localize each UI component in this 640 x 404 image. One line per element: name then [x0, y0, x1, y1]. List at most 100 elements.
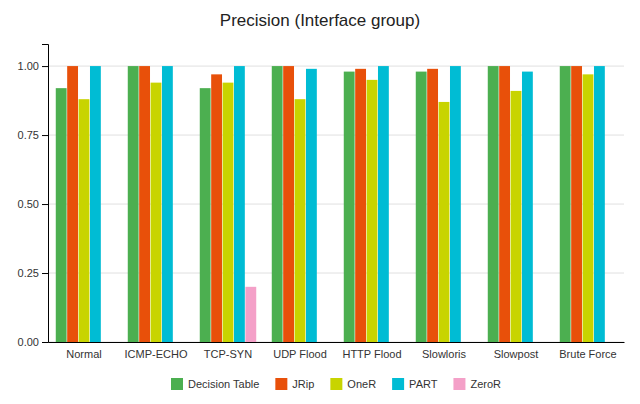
bar	[522, 72, 533, 342]
legend-label: Decision Table	[188, 378, 259, 390]
bar	[416, 72, 427, 342]
x-axis: Normal ICMP-ECHO TCP-SYN UDP Flood HTTP Floo…	[49, 342, 625, 360]
x-tick-label: Normal	[66, 348, 101, 360]
y-tick-mark	[42, 273, 48, 274]
bar	[162, 66, 173, 342]
y-tick-label: 0.50	[18, 198, 39, 210]
x-tick-label: Brute Force	[559, 348, 616, 360]
x-tick: Slowpost	[494, 342, 539, 360]
x-tick: Slowloris	[422, 342, 467, 360]
chart-container: Precision (Interface group) Normal ICMP-EC…	[0, 0, 640, 404]
x-tick: TCP-SYN	[204, 342, 252, 360]
legend: Decision Table JRip OneR PART ZeroR	[171, 378, 501, 390]
bar	[211, 74, 222, 342]
y-axis: 0.00 0.25 0.50 0.75 1.00	[18, 45, 49, 349]
bar	[173, 342, 184, 343]
y-tick-mark	[42, 135, 48, 136]
bar	[151, 83, 162, 342]
y-tick: 0.00	[18, 336, 48, 348]
x-tick-label: Slowloris	[422, 348, 467, 360]
bar	[499, 66, 510, 342]
x-tick-label: ICMP-ECHO	[125, 348, 188, 360]
bar	[56, 88, 67, 342]
bar	[378, 66, 389, 342]
y-tick-label: 0.00	[18, 336, 39, 348]
bar	[511, 91, 522, 342]
y-tick: 1.00	[18, 60, 48, 72]
x-axis-line	[49, 342, 625, 343]
legend-label: PART	[409, 378, 438, 390]
x-tick-label: TCP-SYN	[204, 348, 252, 360]
bar	[272, 66, 283, 342]
x-tick: Brute Force	[559, 342, 616, 360]
legend-swatch	[392, 378, 404, 390]
legend-label: OneR	[347, 378, 376, 390]
bar	[139, 66, 150, 342]
legend-item: JRip	[275, 378, 314, 390]
legend-swatch	[275, 378, 287, 390]
bar	[560, 66, 571, 342]
bar	[90, 66, 101, 342]
y-tick-label: 0.25	[18, 267, 39, 279]
x-tick-label: Slowpost	[494, 348, 539, 360]
bar	[295, 99, 306, 342]
bar-series	[79, 74, 594, 342]
x-tick: HTTP Flood	[342, 342, 401, 360]
y-tick: 0.50	[18, 198, 48, 210]
legend-item: OneR	[330, 378, 376, 390]
x-tick-label: HTTP Flood	[342, 348, 401, 360]
grid	[48, 66, 624, 342]
bar-series	[245, 287, 256, 342]
legend-swatch	[453, 378, 465, 390]
x-tick: Normal	[66, 342, 101, 360]
y-tick: 0.25	[18, 267, 48, 279]
legend-swatch	[330, 378, 342, 390]
bar	[283, 66, 294, 342]
legend-label: ZeroR	[470, 378, 501, 390]
bar	[245, 287, 256, 342]
bar	[389, 342, 400, 343]
bar	[583, 74, 594, 342]
bar-series	[67, 66, 582, 342]
bar	[533, 342, 544, 343]
bar-series	[56, 66, 571, 342]
plot-area: Normal ICMP-ECHO TCP-SYN UDP Flood HTTP Floo…	[18, 45, 625, 360]
bar	[605, 342, 616, 343]
x-tick-label: UDP Flood	[273, 348, 327, 360]
chart-title: Precision (Interface group)	[220, 11, 420, 30]
x-tick: ICMP-ECHO	[125, 342, 188, 360]
bar	[355, 69, 366, 342]
bar	[594, 66, 605, 342]
bar	[367, 80, 378, 342]
chart-svg: Precision (Interface group) Normal ICMP-EC…	[0, 0, 640, 404]
bar	[79, 99, 90, 342]
y-tick-label: 0.75	[18, 129, 39, 141]
bar	[461, 342, 472, 343]
bar	[317, 342, 328, 343]
bar	[344, 72, 355, 342]
bar	[488, 66, 499, 342]
bar	[450, 66, 461, 342]
y-tick-label: 1.00	[18, 60, 39, 72]
bar	[200, 88, 211, 342]
legend-label: JRip	[292, 378, 314, 390]
y-tick-mark	[42, 342, 48, 343]
bar	[427, 69, 438, 342]
bar	[571, 66, 582, 342]
legend-item: PART	[392, 378, 438, 390]
bar	[101, 342, 112, 343]
legend-item: Decision Table	[171, 378, 259, 390]
y-axis-line	[42, 45, 49, 343]
bar	[223, 83, 234, 342]
bar-series	[90, 66, 605, 342]
bar	[128, 66, 139, 342]
y-tick-mark	[42, 204, 48, 205]
legend-item: ZeroR	[453, 378, 501, 390]
bar	[306, 69, 317, 342]
y-tick-mark	[42, 66, 48, 67]
x-tick: UDP Flood	[273, 342, 327, 360]
legend-swatch	[171, 378, 183, 390]
bar	[234, 66, 245, 342]
bars	[56, 66, 605, 342]
y-tick: 0.75	[18, 129, 48, 141]
